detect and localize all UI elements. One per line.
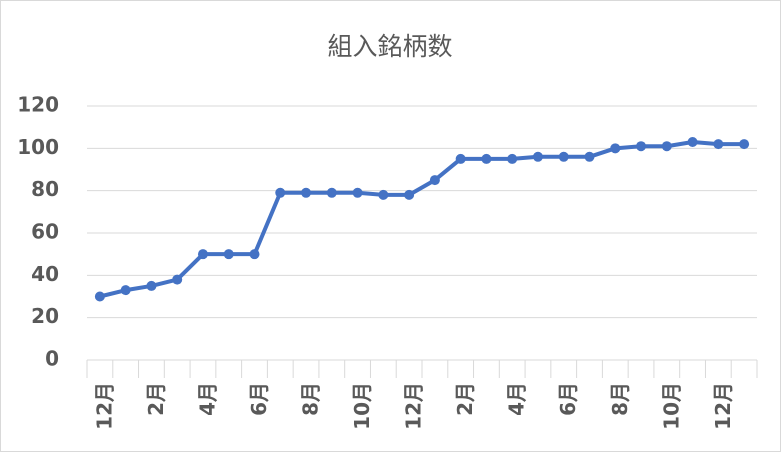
data-point xyxy=(249,249,260,260)
x-tick-label: 8月 xyxy=(299,382,323,416)
data-point xyxy=(94,291,105,302)
data-point xyxy=(455,153,466,164)
data-point xyxy=(172,274,183,285)
y-tick-label: 120 xyxy=(17,93,59,117)
chart-title: 組入銘柄数 xyxy=(327,32,452,61)
x-tick-label: 12月 xyxy=(711,382,735,430)
x-tick-label: 10月 xyxy=(659,382,683,430)
data-point xyxy=(326,187,337,198)
data-point xyxy=(713,139,724,150)
y-tick-label: 60 xyxy=(31,220,59,244)
data-point xyxy=(275,187,286,198)
y-tick-label: 80 xyxy=(31,177,59,201)
data-point xyxy=(636,141,647,152)
x-tick-label: 8月 xyxy=(608,382,632,416)
data-point xyxy=(610,143,621,154)
data-point xyxy=(584,151,595,162)
data-point xyxy=(532,151,543,162)
data-point xyxy=(378,189,389,200)
data-point xyxy=(120,285,131,296)
data-point xyxy=(481,153,492,164)
x-tick-label: 4月 xyxy=(195,382,219,416)
data-point xyxy=(197,249,208,260)
y-tick-label: 20 xyxy=(31,304,59,328)
x-tick-label: 6月 xyxy=(247,382,271,416)
x-tick-label: 10月 xyxy=(350,382,374,430)
data-point xyxy=(687,136,698,147)
data-point xyxy=(352,187,363,198)
x-tick-label: 6月 xyxy=(556,382,580,416)
y-tick-label: 40 xyxy=(31,262,59,286)
data-point xyxy=(661,141,672,152)
x-tick-label: 4月 xyxy=(505,382,529,416)
x-tick-label: 2月 xyxy=(453,382,477,416)
x-tick-label: 12月 xyxy=(92,382,116,430)
data-point xyxy=(146,280,157,291)
x-tick-label: 2月 xyxy=(144,382,168,416)
data-point xyxy=(558,151,569,162)
data-point xyxy=(739,139,750,150)
data-point xyxy=(404,189,415,200)
x-tick-label: 12月 xyxy=(402,382,426,430)
data-point xyxy=(301,187,312,198)
y-tick-label: 0 xyxy=(45,347,59,371)
data-point xyxy=(429,175,440,186)
data-point xyxy=(223,249,234,260)
data-point xyxy=(507,153,518,164)
y-tick-label: 100 xyxy=(17,135,59,159)
